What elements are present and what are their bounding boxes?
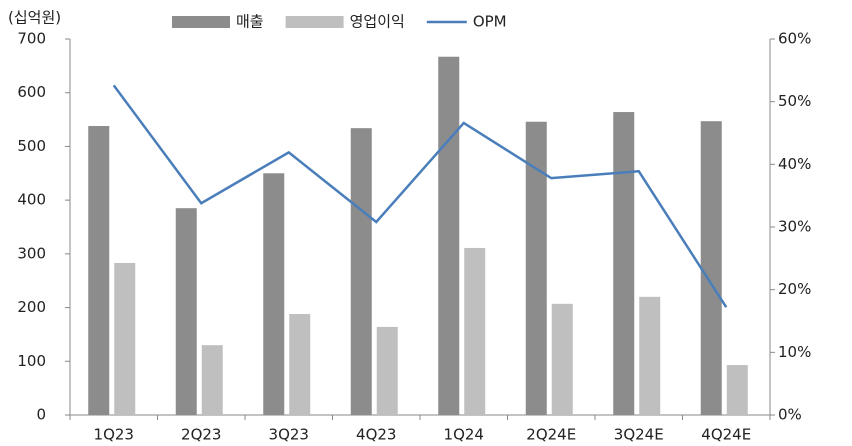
y2-tick-label: 20% bbox=[778, 280, 811, 298]
bar bbox=[464, 247, 486, 415]
x-tick-label: 2Q23 bbox=[181, 426, 221, 444]
x-tick-label: 1Q24 bbox=[444, 426, 484, 444]
x-tick-label: 3Q24E bbox=[614, 426, 664, 444]
y-tick-label: 400 bbox=[17, 191, 46, 209]
bar bbox=[525, 121, 547, 415]
legend-label: OPM bbox=[473, 13, 507, 31]
y-tick-label: 0 bbox=[36, 406, 46, 424]
legend-label: 매출 bbox=[236, 13, 264, 31]
y2-tick-label: 0% bbox=[778, 406, 802, 424]
bar bbox=[551, 303, 573, 415]
x-tick-label: 2Q24E bbox=[526, 426, 576, 444]
x-tick-label: 4Q24E bbox=[701, 426, 751, 444]
bar bbox=[639, 296, 661, 415]
y-tick-label: 700 bbox=[17, 30, 46, 48]
y2-tick-label: 60% bbox=[778, 30, 811, 48]
x-tick-label: 1Q23 bbox=[94, 426, 134, 444]
y-tick-label: 300 bbox=[17, 244, 46, 262]
y2-tick-label: 40% bbox=[778, 155, 811, 173]
legend-swatch bbox=[172, 16, 230, 28]
y-axis-label: (십억원) bbox=[8, 9, 61, 27]
bar bbox=[726, 365, 748, 415]
bar bbox=[201, 345, 223, 415]
line-series bbox=[112, 84, 728, 308]
bar bbox=[263, 173, 285, 415]
legend-swatch bbox=[285, 16, 344, 28]
bar bbox=[438, 56, 460, 416]
bar bbox=[376, 326, 398, 415]
bar bbox=[114, 262, 136, 415]
y-tick-label: 100 bbox=[17, 352, 46, 370]
y-tick-label: 500 bbox=[17, 137, 46, 155]
bar bbox=[88, 126, 110, 415]
y2-tick-label: 10% bbox=[778, 343, 811, 361]
bar bbox=[289, 314, 311, 415]
y2-tick-label: 30% bbox=[778, 218, 811, 236]
bar bbox=[175, 208, 197, 415]
bar bbox=[613, 112, 635, 416]
y2-tick-label: 50% bbox=[778, 92, 811, 110]
y-tick-label: 600 bbox=[17, 83, 46, 101]
bar bbox=[700, 121, 722, 415]
bar bbox=[350, 128, 372, 415]
x-tick-label: 3Q23 bbox=[269, 426, 309, 444]
x-tick-label: 4Q23 bbox=[356, 426, 396, 444]
legend-label: 영업이익 bbox=[350, 13, 405, 31]
y-tick-label: 200 bbox=[17, 298, 46, 316]
